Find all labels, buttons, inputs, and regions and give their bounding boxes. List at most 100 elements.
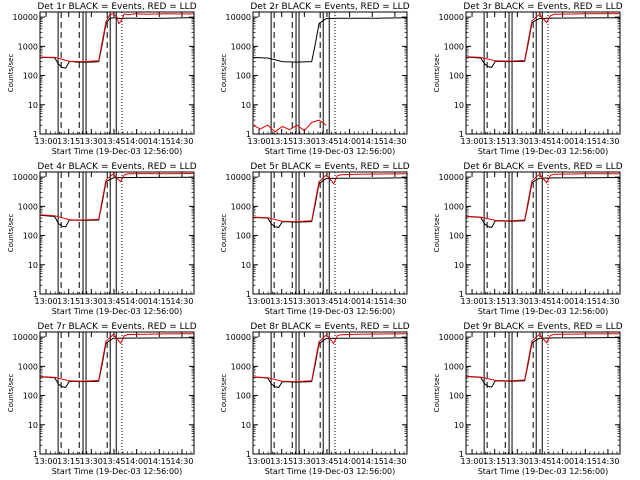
x-tick-label: 14:15 [148,457,171,466]
y-tick-label: 10 [454,421,464,430]
y-tick-label: 1 [246,290,251,299]
plot-frame [39,331,195,455]
panel-det-1: Det 1r BLACK = Events, RED = LLD 1 10 100 10… [7,2,197,156]
y-tick-label: 10 [241,421,251,430]
x-tick-label: 14:15 [361,137,384,146]
x-tick-label: 14:15 [574,457,597,466]
panel-det-4: Det 4r BLACK = Events, RED = LLD 1 10 100 10… [7,162,197,316]
x-tick-label: 14:30 [596,457,619,466]
series-events-line [40,337,194,388]
y-tick-label: 10000 [13,13,38,22]
x-tick-label: 14:00 [125,137,148,146]
y-tick-label: 1000 [444,362,464,371]
x-axis-label: Start Time (19-Dec-03 12:56:00) [52,147,183,156]
x-tick-label: 13:30 [293,137,316,146]
y-tick-label: 1000 [444,42,464,51]
x-axis-label: Start Time (19-Dec-03 12:56:00) [52,467,183,476]
panel-title: Det 2r BLACK = Events, RED = LLD [250,2,409,12]
x-tick-label: 14:00 [338,457,361,466]
y-tick-label: 100 [449,392,464,401]
panel-title: Det 7r BLACK = Events, RED = LLD [37,322,196,332]
y-tick-label: 100 [236,392,251,401]
y-axis-label: Counts/sec [433,54,441,93]
y-tick-label: 1000 [231,42,251,51]
x-axis-label: Start Time (19-Dec-03 12:56:00) [52,307,183,316]
panel-det-3: Det 3r BLACK = Events, RED = LLD 1 10 100 10… [433,2,623,156]
y-tick-label: 10 [28,101,38,110]
panel-title: Det 3r BLACK = Events, RED = LLD [463,2,622,12]
plot-frame [252,331,408,455]
x-axis-label: Start Time (19-Dec-03 12:56:00) [265,307,396,316]
series-lld-line [466,333,620,382]
panel-det-5: Det 5r BLACK = Events, RED = LLD 1 10 100 10… [220,162,410,316]
y-tick-label: 10000 [439,13,464,22]
y-tick-label: 10000 [439,333,464,342]
y-axis-label: Counts/sec [7,374,15,413]
x-tick-label: 14:00 [338,297,361,306]
plot-frame [252,11,408,135]
y-axis-label: Counts/sec [7,214,15,253]
x-tick-label: 13:30 [80,297,103,306]
x-tick-label: 13:45 [315,297,338,306]
y-tick-label: 100 [236,72,251,81]
plot-frame [252,171,408,295]
x-tick-label: 14:15 [574,137,597,146]
plot-frame [465,11,621,135]
y-tick-label: 1000 [444,202,464,211]
y-tick-label: 1000 [18,202,38,211]
y-tick-label: 1 [459,290,464,299]
y-tick-label: 10 [454,101,464,110]
x-tick-label: 13:45 [102,137,125,146]
y-tick-label: 10000 [226,13,251,22]
y-tick-label: 1 [246,450,251,459]
panel-title: Det 4r BLACK = Events, RED = LLD [37,162,196,172]
x-tick-label: 13:30 [293,457,316,466]
x-tick-label: 13:45 [528,457,551,466]
x-tick-label: 13:45 [102,457,125,466]
x-tick-label: 13:45 [528,297,551,306]
panel-title: Det 8r BLACK = Events, RED = LLD [250,322,409,332]
y-tick-label: 100 [449,72,464,81]
x-tick-label: 14:00 [551,457,574,466]
y-tick-label: 10 [241,261,251,270]
y-tick-label: 10000 [13,173,38,182]
x-tick-label: 14:15 [148,297,171,306]
x-tick-label: 13:15 [57,297,80,306]
series-events-line [253,17,407,63]
y-tick-label: 10000 [13,333,38,342]
x-tick-label: 14:15 [148,137,171,146]
panel-det-8: Det 8r BLACK = Events, RED = LLD 1 10 100 10… [220,322,410,476]
x-tick-label: 13:15 [270,457,293,466]
panel-title: Det 6r BLACK = Events, RED = LLD [463,162,622,172]
x-tick-label: 14:15 [574,297,597,306]
y-tick-label: 100 [23,72,38,81]
y-tick-label: 1 [459,130,464,139]
x-tick-label: 14:30 [170,137,193,146]
x-tick-label: 13:30 [293,297,316,306]
x-tick-label: 14:30 [596,137,619,146]
x-tick-label: 14:00 [125,297,148,306]
x-tick-label: 13:00 [35,137,58,146]
series-events-line [40,17,194,69]
series-events-line [40,176,194,228]
y-tick-label: 10 [28,261,38,270]
y-tick-label: 10 [454,261,464,270]
x-tick-label: 13:15 [483,297,506,306]
y-tick-label: 1 [33,450,38,459]
series-lld-line [466,173,620,222]
x-tick-label: 13:15 [57,137,80,146]
y-tick-label: 100 [23,392,38,401]
x-tick-label: 14:30 [596,297,619,306]
x-tick-label: 14:00 [338,137,361,146]
y-tick-label: 10000 [226,173,251,182]
x-tick-label: 13:30 [80,457,103,466]
panel-det-9: Det 9r BLACK = Events, RED = LLD 1 10 100 10… [433,322,623,476]
plot-frame [465,331,621,455]
x-tick-label: 13:00 [248,457,271,466]
panel-det-6: Det 6r BLACK = Events, RED = LLD 1 10 100 10… [433,162,623,316]
x-axis-label: Start Time (19-Dec-03 12:56:00) [478,147,609,156]
y-axis-label: Counts/sec [220,54,228,93]
y-tick-label: 1000 [18,42,38,51]
y-tick-label: 1000 [18,362,38,371]
